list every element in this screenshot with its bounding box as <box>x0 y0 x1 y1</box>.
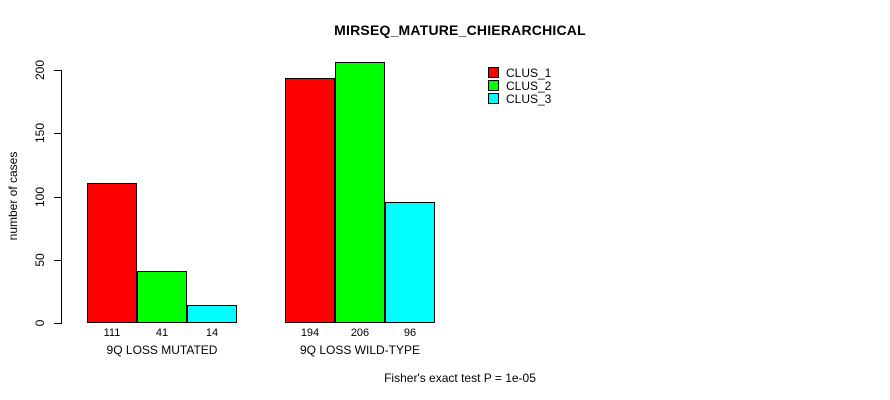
bar-value-label: 111 <box>103 327 121 339</box>
y-axis-tick <box>54 70 61 71</box>
legend-swatch <box>488 93 499 104</box>
bar-value-label: 41 <box>155 327 169 339</box>
legend: CLUS_1 CLUS_2 CLUS_3 <box>488 65 552 106</box>
legend-label: CLUS_1 <box>506 65 552 80</box>
bar-value-label: 96 <box>403 327 417 339</box>
legend-item: CLUS_3 <box>488 91 552 106</box>
y-axis-tick <box>54 196 61 198</box>
legend-swatch <box>488 80 499 91</box>
bar-clus_2-group2 <box>335 62 385 323</box>
bar-clus_1-group2 <box>285 77 335 323</box>
chart-title: MIRSEQ_MATURE_CHIERARCHICAL <box>334 22 586 38</box>
legend-label: CLUS_2 <box>506 78 552 93</box>
bar-clus_2-group1 <box>137 271 187 323</box>
bar-clus_3-group2 <box>385 201 435 323</box>
category-label: 9Q LOSS MUTATED <box>106 343 218 357</box>
legend-item: CLUS_2 <box>488 78 552 93</box>
legend-item: CLUS_1 <box>488 65 552 80</box>
bar-clus_1-group1 <box>87 182 137 323</box>
y-axis-tick-label: 200 <box>33 59 47 81</box>
y-axis-tick <box>54 133 61 135</box>
y-axis-tick-label: 150 <box>33 123 47 144</box>
bar-clus_3-group1 <box>187 305 237 323</box>
y-axis-line <box>61 70 62 324</box>
legend-label: CLUS_3 <box>506 91 552 106</box>
bar-value-label: 14 <box>205 327 219 339</box>
y-axis-tick <box>54 259 61 261</box>
y-axis-tick-label: 0 <box>33 319 47 327</box>
bar-value-label: 206 <box>350 327 370 339</box>
bar-value-label: 194 <box>300 327 320 339</box>
category-label: 9Q LOSS WILD-TYPE <box>299 343 421 357</box>
y-axis-tick-label: 50 <box>33 253 47 267</box>
annotation-fisher-test: Fisher's exact test P = 1e-05 <box>384 371 536 385</box>
y-axis-tick <box>54 323 61 324</box>
y-axis-tick-label: 100 <box>33 186 47 207</box>
legend-swatch <box>488 67 499 78</box>
